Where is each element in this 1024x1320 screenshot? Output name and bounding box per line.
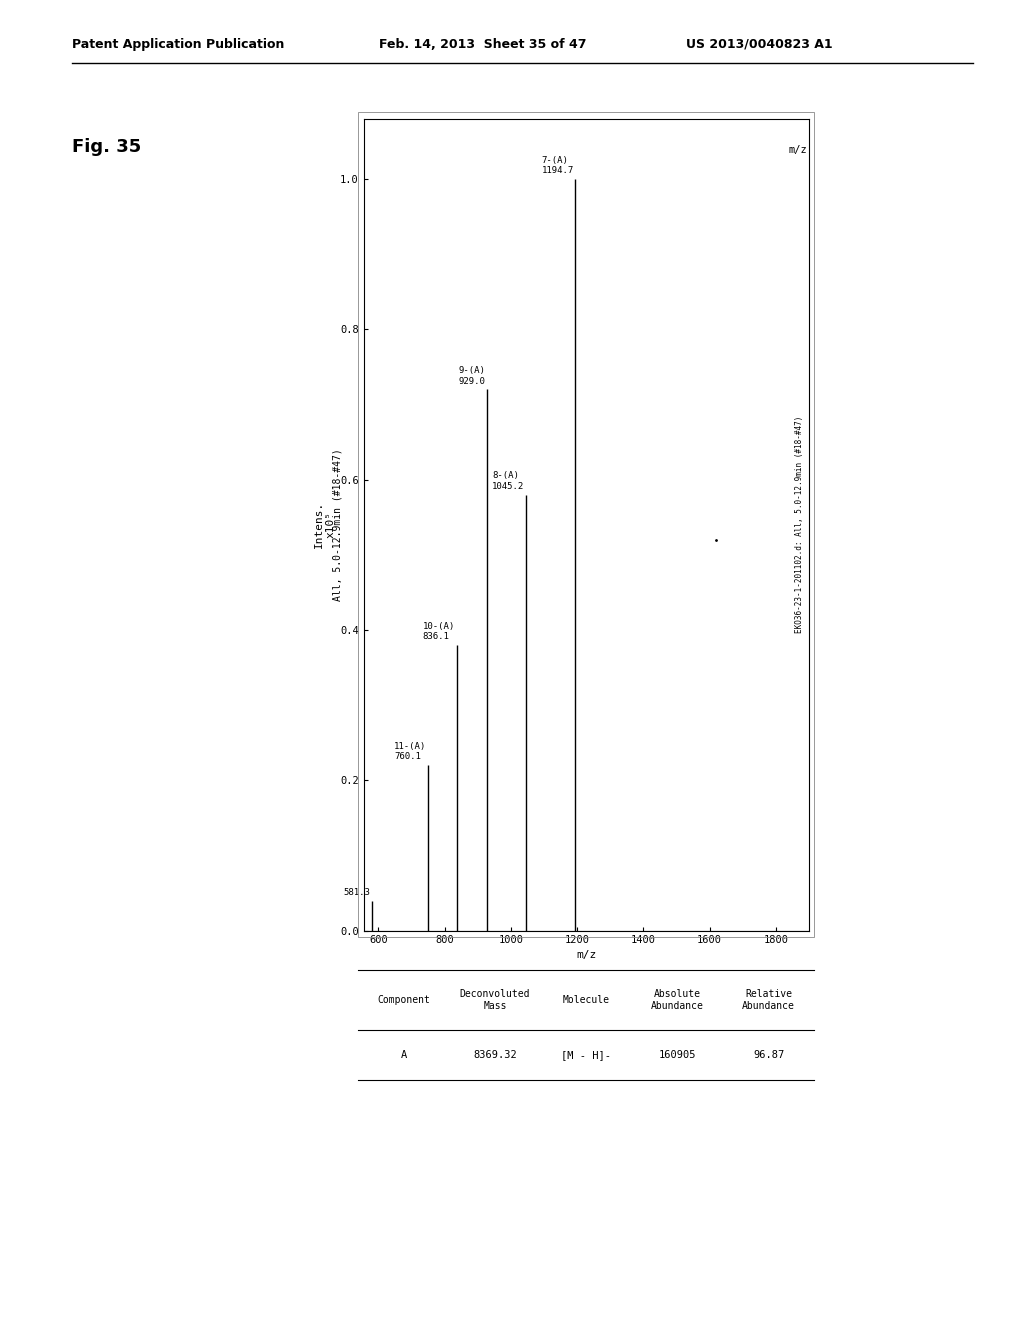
Text: A: A <box>400 1049 408 1060</box>
Text: Feb. 14, 2013  Sheet 35 of 47: Feb. 14, 2013 Sheet 35 of 47 <box>379 37 587 50</box>
Text: Deconvoluted
Mass: Deconvoluted Mass <box>460 989 530 1011</box>
Text: m/z: m/z <box>788 145 807 156</box>
Text: 160905: 160905 <box>658 1049 696 1060</box>
Text: US 2013/0040823 A1: US 2013/0040823 A1 <box>686 37 833 50</box>
X-axis label: m/z: m/z <box>577 949 596 960</box>
Text: All, 5.0-12.9min (#18-#47): All, 5.0-12.9min (#18-#47) <box>333 449 343 601</box>
Text: Relative
Abundance: Relative Abundance <box>742 989 795 1011</box>
Y-axis label: Intens.
x10⁵: Intens. x10⁵ <box>314 502 336 548</box>
Text: Molecule: Molecule <box>563 995 609 1005</box>
Text: 10-(A)
836.1: 10-(A) 836.1 <box>423 622 455 642</box>
Text: [M - H]-: [M - H]- <box>561 1049 611 1060</box>
Text: 8369.32: 8369.32 <box>473 1049 517 1060</box>
Text: Component: Component <box>378 995 430 1005</box>
Text: 581.3: 581.3 <box>344 888 371 896</box>
Text: 8-(A)
1045.2: 8-(A) 1045.2 <box>492 471 524 491</box>
Text: 11-(A)
760.1: 11-(A) 760.1 <box>394 742 426 762</box>
Text: 7-(A)
1194.7: 7-(A) 1194.7 <box>542 156 573 176</box>
Text: Patent Application Publication: Patent Application Publication <box>72 37 284 50</box>
Text: 96.87: 96.87 <box>753 1049 784 1060</box>
Text: Absolute
Abundance: Absolute Abundance <box>651 989 703 1011</box>
Text: 9-(A)
929.0: 9-(A) 929.0 <box>459 366 485 385</box>
Text: Fig. 35: Fig. 35 <box>72 137 141 156</box>
Text: EKO36-23-1-201102.d: All, 5.0-12.9min (#18-#47): EKO36-23-1-201102.d: All, 5.0-12.9min (#… <box>795 416 804 634</box>
